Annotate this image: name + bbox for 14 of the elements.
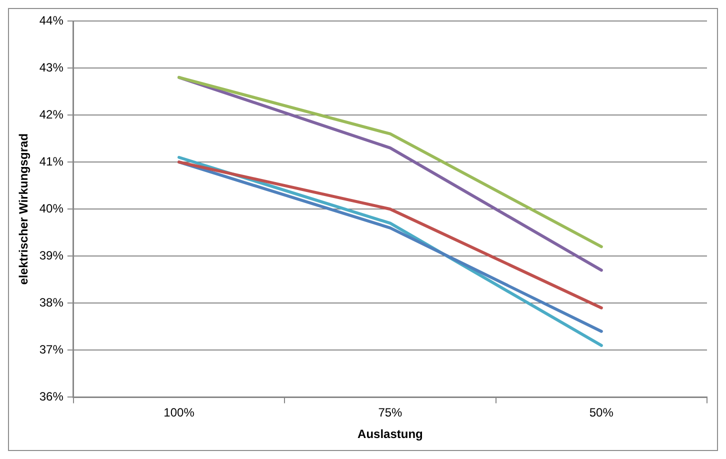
y-tick-label: 36% (39, 390, 64, 404)
y-tick-label: 38% (39, 295, 64, 310)
x-tick-label: 100% (164, 406, 195, 420)
x-tick-label: 75% (378, 406, 403, 420)
x-axis-title: Auslastung (358, 427, 423, 442)
y-tick-label: 37% (39, 342, 64, 356)
y-tick-label: 44% (39, 13, 64, 28)
y-tick-label: 42% (39, 107, 64, 122)
y-axis-title: elektrischer Wirkungsgrad (16, 133, 31, 285)
x-tick-label: 50% (589, 406, 614, 420)
y-tick-label: 39% (39, 248, 64, 262)
y-tick-label: 41% (39, 154, 64, 168)
y-tick-label: 43% (39, 60, 64, 74)
y-tick-label: 40% (39, 201, 64, 216)
